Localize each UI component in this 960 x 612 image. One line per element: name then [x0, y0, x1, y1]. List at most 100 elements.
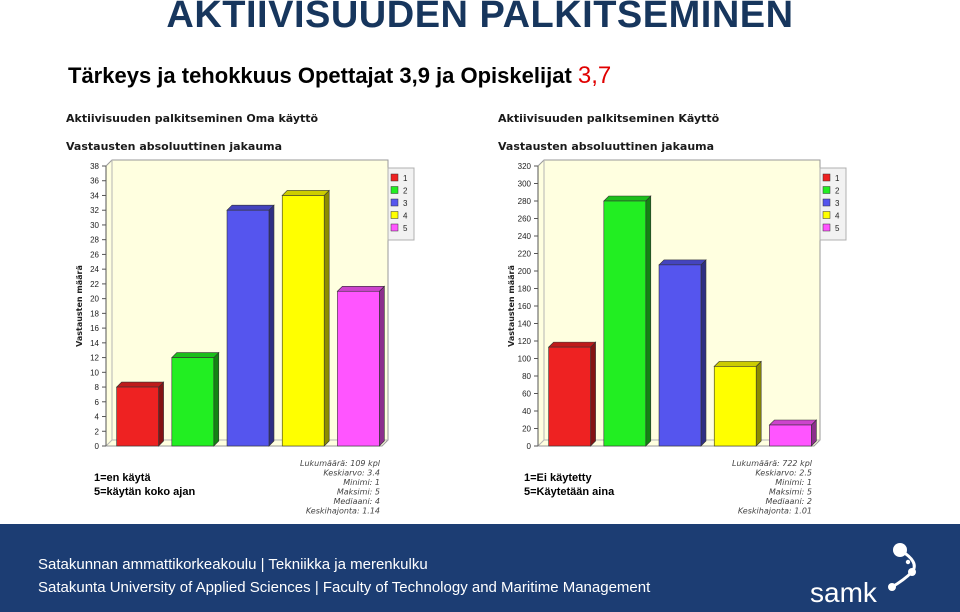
bar-5 — [768, 419, 818, 447]
y-tick-label: 36 — [90, 177, 99, 186]
y-tick-label: 30 — [90, 221, 99, 230]
chart-title: Aktiivisuuden palkitseminen Käyttö — [498, 112, 720, 125]
stats-line-2: Minimi: 1 — [775, 478, 812, 487]
legend-swatch-3 — [390, 198, 399, 207]
plot-floor-edge — [105, 439, 113, 447]
scale-note-left-line2: 5=käytän koko ajan — [94, 486, 196, 498]
stats-line-4: Mediaani: 4 — [333, 497, 380, 506]
samk-logo-text: samk — [810, 577, 878, 608]
y-tick-label: 28 — [90, 236, 99, 245]
legend-swatch-1 — [822, 173, 831, 182]
y-tick-label: 32 — [90, 206, 99, 215]
bar-face — [548, 346, 591, 447]
bar-side — [213, 351, 220, 447]
y-tick-label: 22 — [90, 280, 99, 289]
legend-label-5: 5 — [403, 224, 408, 233]
legend-swatch-4 — [822, 211, 831, 219]
legend-swatch-1 — [390, 173, 399, 182]
y-tick-label: 0 — [527, 442, 532, 451]
bar-side — [323, 189, 330, 447]
y-tick-label: 12 — [90, 354, 99, 363]
legend-label-2: 2 — [835, 187, 840, 196]
bar-top — [336, 285, 386, 292]
y-axis-label: Vastausten määrä — [75, 265, 84, 347]
bar-top — [171, 352, 220, 358]
bar-top — [603, 195, 652, 202]
bar-side — [755, 360, 762, 447]
footer-bar: Satakunnan ammattikorkeakoulu | Tekniikk… — [0, 524, 960, 612]
stats-line-2: Minimi: 1 — [343, 478, 380, 487]
legend-label-4: 4 — [835, 212, 840, 221]
slide-subtitle: Tärkeys ja tehokkuus Opettajat 3,9 ja Op… — [68, 62, 611, 90]
bar-face — [171, 357, 215, 447]
y-tick-label: 260 — [518, 215, 532, 224]
stats-line-1: Keskiarvo: 2.5 — [755, 469, 812, 478]
bar-side — [590, 341, 596, 447]
stats-line-1: Keskiarvo: 3.4 — [323, 469, 380, 478]
legend-label-3: 3 — [835, 199, 840, 208]
legend-swatch-3 — [822, 198, 831, 207]
bar-face — [769, 424, 812, 447]
stats-line-5: Keskihajonta: 1.14 — [306, 507, 380, 516]
bar-top — [281, 190, 330, 196]
footer-line-2: Satakunta University of Applied Sciences… — [38, 579, 651, 596]
bar-top — [115, 381, 165, 388]
bar-top — [658, 259, 707, 266]
scale-note-right-line1: 1=Ei käytetty — [524, 472, 592, 484]
y-axis-label: Vastausten määrä — [507, 265, 516, 347]
y-tick-label: 300 — [518, 180, 532, 189]
y-tick-label: 10 — [90, 368, 99, 377]
stats-line-5: Keskihajonta: 1.01 — [738, 507, 812, 516]
legend-label-1: 1 — [403, 174, 408, 183]
y-tick-label: 26 — [90, 250, 99, 259]
y-tick-label: 240 — [518, 232, 532, 241]
legend-swatch-5 — [822, 223, 831, 232]
bar-4 — [281, 189, 330, 447]
chart-left: Aktiivisuuden palkitseminen Oma käyttö Va… — [66, 112, 415, 516]
scale-note-left: 1=en käytä 5=käytän koko ajan — [94, 471, 195, 499]
y-tick-label: 16 — [90, 324, 99, 333]
y-tick-label: 40 — [522, 407, 531, 416]
y-tick-label: 120 — [518, 337, 532, 346]
bar-2 — [603, 195, 652, 447]
legend-swatch-4 — [390, 211, 399, 219]
scale-note-right: 1=Ei käytetty 5=Käytetään aina — [524, 471, 614, 499]
bar-3 — [226, 204, 275, 447]
bar-4 — [713, 360, 762, 447]
footer-line-1: Satakunnan ammattikorkeakoulu | Tekniikk… — [38, 556, 428, 573]
bar-face — [603, 200, 647, 447]
y-tick-label: 60 — [522, 390, 531, 399]
y-tick-label: 4 — [95, 413, 100, 422]
y-tick-label: 24 — [90, 265, 99, 274]
y-tick-label: 38 — [90, 162, 99, 171]
y-tick-label: 0 — [95, 442, 100, 451]
legend-label-4: 4 — [403, 212, 408, 221]
y-tick-label: 320 — [518, 162, 532, 171]
y-tick-label: 100 — [518, 355, 532, 364]
bar-side — [645, 195, 652, 447]
bar-side — [268, 204, 275, 447]
legend-swatch-2 — [822, 186, 831, 194]
bar-side — [158, 381, 164, 447]
legend-label-3: 3 — [403, 199, 408, 208]
legend-swatch-5 — [390, 223, 399, 232]
chart-subtitle: Vastausten absoluuttinen jakauma — [498, 140, 714, 153]
stats-line-3: Maksimi: 5 — [337, 488, 380, 497]
bar-face — [337, 290, 380, 447]
bar-3 — [658, 259, 707, 447]
bar-top — [713, 361, 762, 367]
legend-label-5: 5 — [835, 224, 840, 233]
y-tick-label: 2 — [95, 427, 100, 436]
legend-label-1: 1 — [835, 174, 840, 183]
y-tick-label: 8 — [95, 383, 100, 392]
y-tick-label: 14 — [90, 339, 99, 348]
y-tick-label: 220 — [518, 250, 532, 259]
bar-side — [700, 259, 707, 447]
y-tick-label: 34 — [90, 191, 99, 200]
bar-1 — [115, 381, 165, 447]
legend-swatch-2 — [390, 186, 399, 194]
y-tick-label: 6 — [95, 398, 100, 407]
y-tick-label: 280 — [518, 197, 532, 206]
y-tick-label: 180 — [518, 285, 532, 294]
bar-1 — [547, 341, 597, 447]
